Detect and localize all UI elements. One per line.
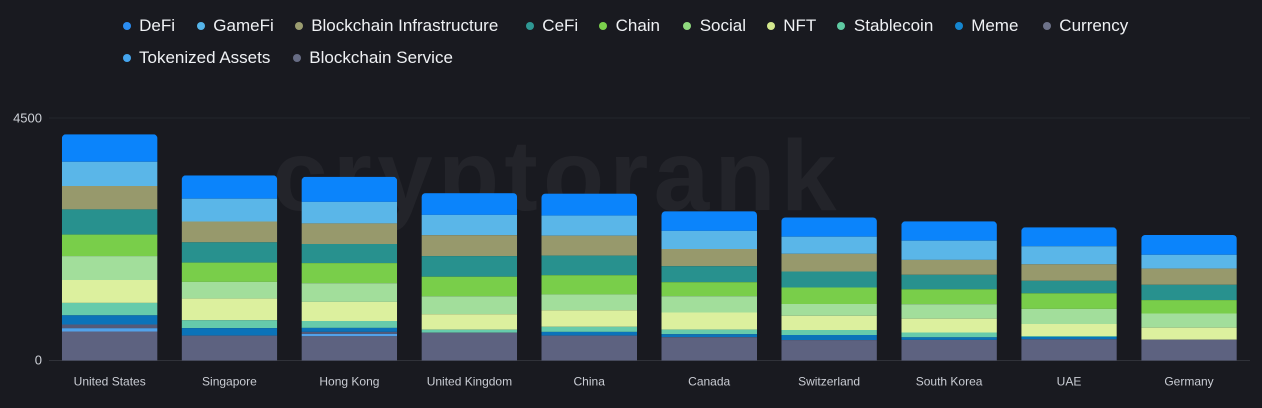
svg-text:0: 0 [35,353,42,368]
svg-text:Canada: Canada [688,375,730,389]
svg-text:China: China [574,375,606,389]
svg-text:Switzerland: Switzerland [798,375,860,389]
svg-text:Hong Kong: Hong Kong [319,375,379,389]
svg-text:Singapore: Singapore [202,375,257,389]
svg-text:Germany: Germany [1164,375,1213,389]
svg-text:UAE: UAE [1057,375,1082,389]
svg-text:South Korea: South Korea [916,375,983,389]
svg-text:United States: United States [74,375,146,389]
svg-text:United Kingdom: United Kingdom [427,375,512,389]
svg-text:4500: 4500 [13,111,42,126]
